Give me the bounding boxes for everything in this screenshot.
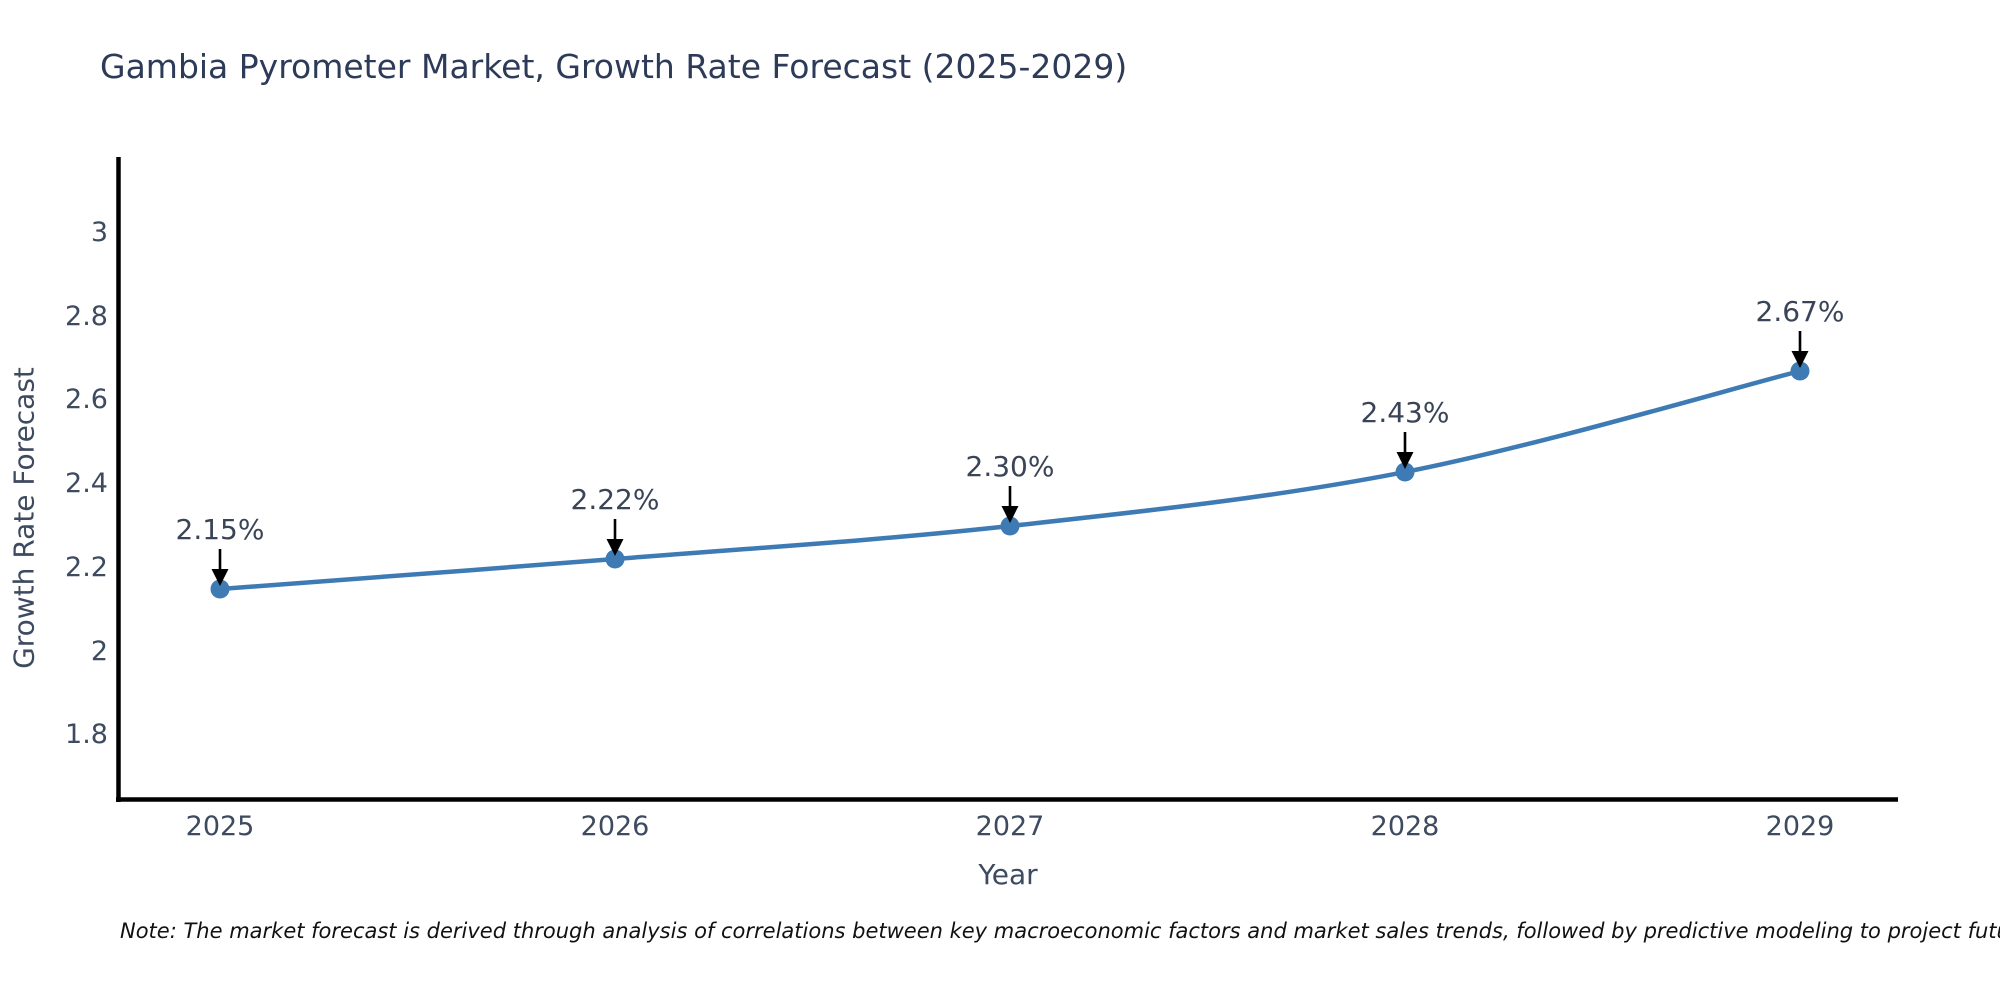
- annotation-arrow-2027: [1001, 486, 1019, 523]
- annotation-2028: 2.43%: [1360, 396, 1450, 429]
- annotation-2025: 2.15%: [175, 513, 265, 546]
- annotation-arrow-2028: [1396, 432, 1414, 469]
- annotation-arrow-2026: [606, 519, 624, 556]
- y-tick-2-6: 2.6: [65, 384, 108, 415]
- y-tick-2-8: 2.8: [65, 301, 108, 332]
- x-tick-2028: 2028: [1370, 811, 1440, 842]
- annotation-2027: 2.30%: [965, 450, 1055, 483]
- x-tick-2029: 2029: [1765, 811, 1835, 842]
- annotation-arrow-2029: [1791, 331, 1809, 368]
- data-line: [217, 368, 1803, 592]
- footnote: Note: The market forecast is derived thr…: [120, 919, 2000, 943]
- data-point-2029: [1790, 361, 1810, 381]
- x-tick-2027: 2027: [975, 811, 1045, 842]
- data-point-2028: [1395, 462, 1415, 482]
- data-point-2027: [1000, 516, 1020, 536]
- chart-title: Gambia Pyrometer Market, Growth Rate For…: [100, 47, 1128, 86]
- x-tick-2026: 2026: [580, 811, 650, 842]
- data-point-2025: [210, 579, 230, 599]
- x-tick-2025: 2025: [185, 811, 255, 842]
- data-point-2026: [605, 549, 625, 569]
- y-tick-2-4: 2.4: [65, 468, 108, 499]
- annotation-2026: 2.22%: [570, 483, 660, 516]
- y-tick-1-8: 1.8: [65, 719, 108, 750]
- annotation-2029: 2.67%: [1755, 295, 1845, 328]
- y-tick-2: 2: [90, 636, 108, 667]
- annotation-arrow-2025: [211, 549, 229, 586]
- y-tick-2-2: 2.2: [65, 552, 108, 583]
- x-axis-title: Year: [978, 858, 1038, 891]
- y-tick-3: 3: [90, 217, 108, 248]
